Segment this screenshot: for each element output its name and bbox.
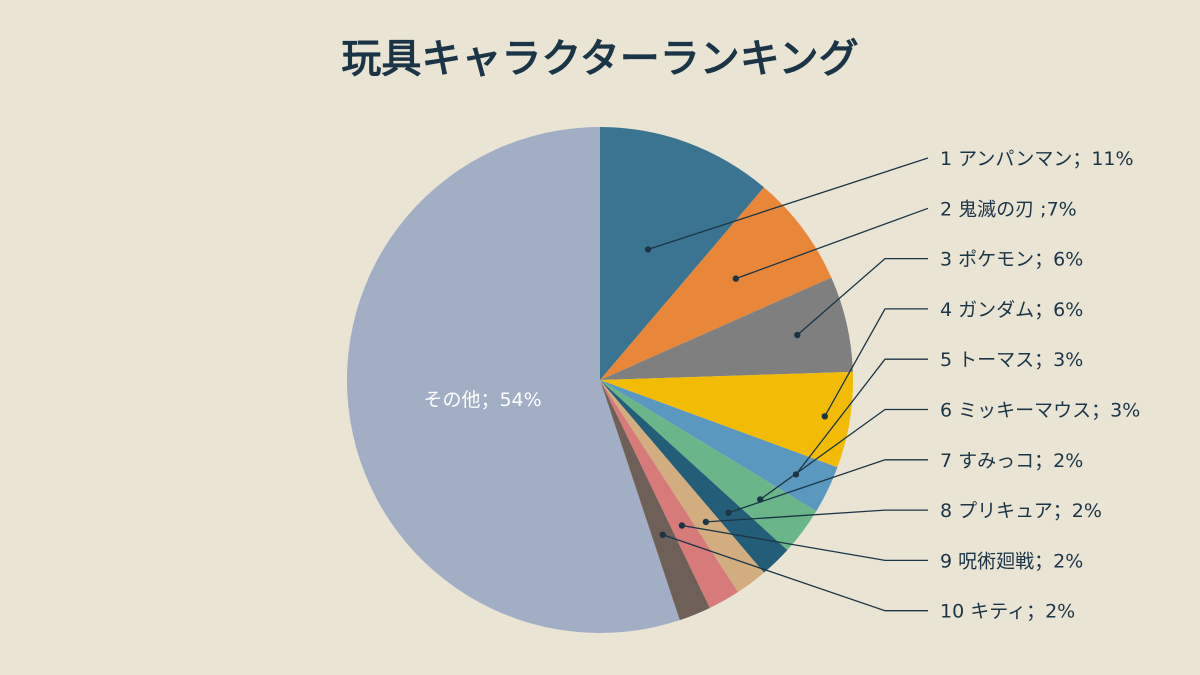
slice-label-3: 3 ポケモン；6% [940, 249, 1083, 271]
leader-line-9 [681, 524, 928, 562]
pie-slice-1 [600, 127, 764, 380]
slice-label-6: 6 ミッキーマウス；3% [940, 400, 1140, 422]
leader-line-10 [662, 534, 928, 612]
slice-label-other: その他；54% [423, 389, 541, 411]
pie-slice-11 [346, 126, 680, 633]
leader-line-2 [735, 207, 929, 280]
leader-line-7 [728, 459, 928, 514]
pie-slice-7 [600, 380, 788, 573]
leader-line-6 [759, 408, 928, 501]
leader-line-1 [647, 157, 929, 251]
slice-label-8: 8 プリキュア；2% [940, 500, 1102, 522]
slice-label-10: 10 キティ；2% [940, 601, 1075, 623]
pie-slice-3 [600, 277, 853, 380]
pie-slice-4 [600, 371, 853, 468]
pie-slice-5 [600, 380, 838, 512]
slice-labels: 1 アンパンマン；11% 2 鬼滅の刃 ;7% 3 ポケモン；6% 4 ガンダム；6%… [423, 148, 1140, 623]
slice-label-5: 5 トーマス；3% [940, 349, 1083, 371]
leader-line-3 [796, 257, 928, 336]
pie-slice-9 [600, 380, 739, 608]
pie-slices [346, 126, 853, 633]
pie-slice-2 [600, 187, 832, 380]
pie-slice-8 [600, 380, 764, 593]
slice-label-2: 2 鬼滅の刃 ;7% [940, 198, 1077, 220]
leader-line-5 [795, 358, 928, 475]
pie-slice-10 [600, 380, 710, 621]
chart-title: 玩具キャラクターランキング [341, 36, 858, 82]
leader-line-8 [705, 509, 928, 523]
slice-label-7: 7 すみっコ；2% [940, 450, 1083, 472]
slice-label-1: 1 アンパンマン；11% [940, 148, 1134, 170]
pie-slice-6 [600, 380, 817, 551]
leader-lines [644, 157, 929, 612]
leader-line-4 [824, 308, 928, 417]
slice-label-4: 4 ガンダム；6% [940, 299, 1083, 321]
slice-label-9: 9 呪術廻戦；2% [940, 550, 1083, 572]
